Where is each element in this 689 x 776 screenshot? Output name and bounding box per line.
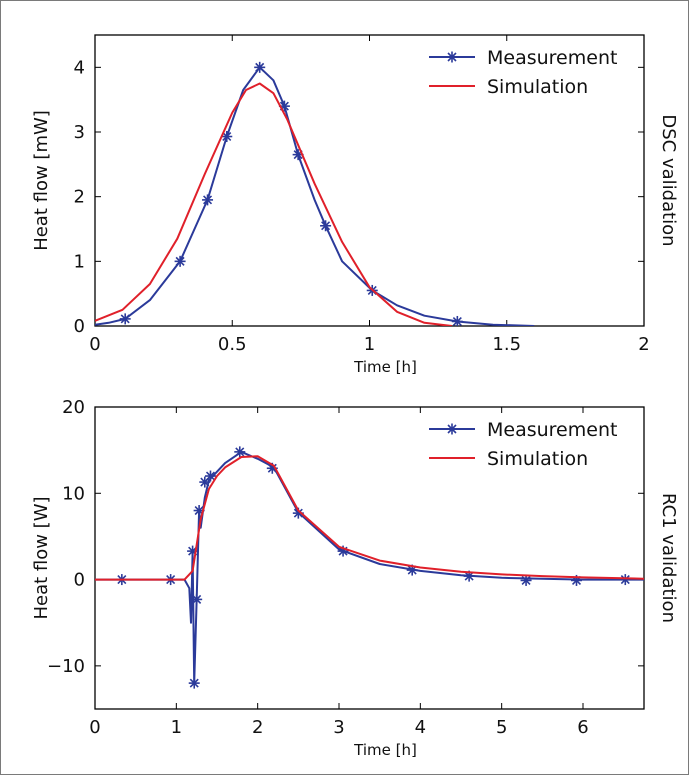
chart2-xtick-label: 0 [89, 717, 100, 738]
chart2-xlabel: Time [h] [353, 741, 417, 759]
chart1-star-marker [174, 255, 186, 267]
chart1-ytick-label: 3 [74, 122, 85, 143]
chart2-star-marker [188, 677, 200, 689]
chart2-ytick-label: −10 [47, 656, 85, 677]
chart2-series-simulation-line [95, 455, 644, 581]
chart1-legend-simulation-label: Simulation [487, 76, 588, 98]
chart2-star-marker [204, 470, 216, 482]
chart2-xtick-label: 5 [496, 717, 507, 738]
chart1-legend-measurement-label: Measurement [487, 47, 617, 69]
chart1-star-marker [254, 61, 266, 73]
chart2-legend-simulation-label: Simulation [487, 448, 588, 470]
chart2-xtick-label: 4 [415, 717, 426, 738]
chart1-ytick-label: 1 [74, 251, 85, 272]
chart2-star-marker [520, 574, 532, 586]
chart1-ylabel: Heat flow [mW] [31, 110, 52, 251]
chart1-series-measurement-line [95, 66, 535, 326]
chart1-xtick-label: 0.5 [218, 334, 247, 355]
chart1-star-marker [221, 131, 233, 143]
chart1-ytick-label: 0 [74, 316, 85, 337]
chart1-star-marker [202, 194, 214, 206]
chart2-legend-measurement-label: Measurement [487, 419, 617, 441]
chart2-ylabel: Heat flow [W] [31, 496, 52, 619]
chart2-legend-star-marker [446, 423, 458, 435]
chart1-legend: Measurement Simulation [429, 47, 617, 98]
chart1-plot-area [95, 61, 535, 326]
chart1-series-simulation-line [95, 82, 453, 326]
chart2-plot-area [95, 446, 644, 689]
chart2-ytick-label: 10 [62, 483, 85, 504]
chart1-star-marker [451, 315, 463, 326]
chart2-star-marker [619, 574, 631, 586]
chart1-star-marker [320, 220, 332, 232]
chart2-xtick-label: 3 [333, 717, 344, 738]
chart1-xtick-label: 2 [638, 334, 649, 355]
chart2-star-marker [191, 593, 203, 605]
chart1-xtick-label: 0 [89, 334, 100, 355]
chart2-xtick-label: 1 [171, 717, 182, 738]
chart1-side-label: DSC validation [658, 114, 679, 246]
chart2-legend: Measurement Simulation [429, 419, 617, 470]
chart2-ytick-label: 20 [62, 397, 85, 418]
chart2-side-label: RC1 validation [658, 493, 679, 623]
chart1-legend-star-marker [446, 51, 458, 63]
chart2-star-marker [234, 446, 246, 458]
chart1-star-marker [119, 313, 131, 325]
chart1-ytick-label: 2 [74, 187, 85, 208]
chart2-xtick-label: 2 [252, 717, 263, 738]
chart1-xtick-label: 1 [364, 334, 375, 355]
chart1-xlabel: Time [h] [353, 358, 417, 376]
chart2-ytick-label: 0 [74, 570, 85, 591]
chart2-axes-box [94, 406, 645, 710]
chart2-xtick-label: 6 [577, 717, 588, 738]
chart1-ytick-label: 4 [74, 57, 85, 78]
chart1-xtick-label: 1.5 [492, 334, 521, 355]
chart2-series-measurement-line [95, 450, 644, 685]
